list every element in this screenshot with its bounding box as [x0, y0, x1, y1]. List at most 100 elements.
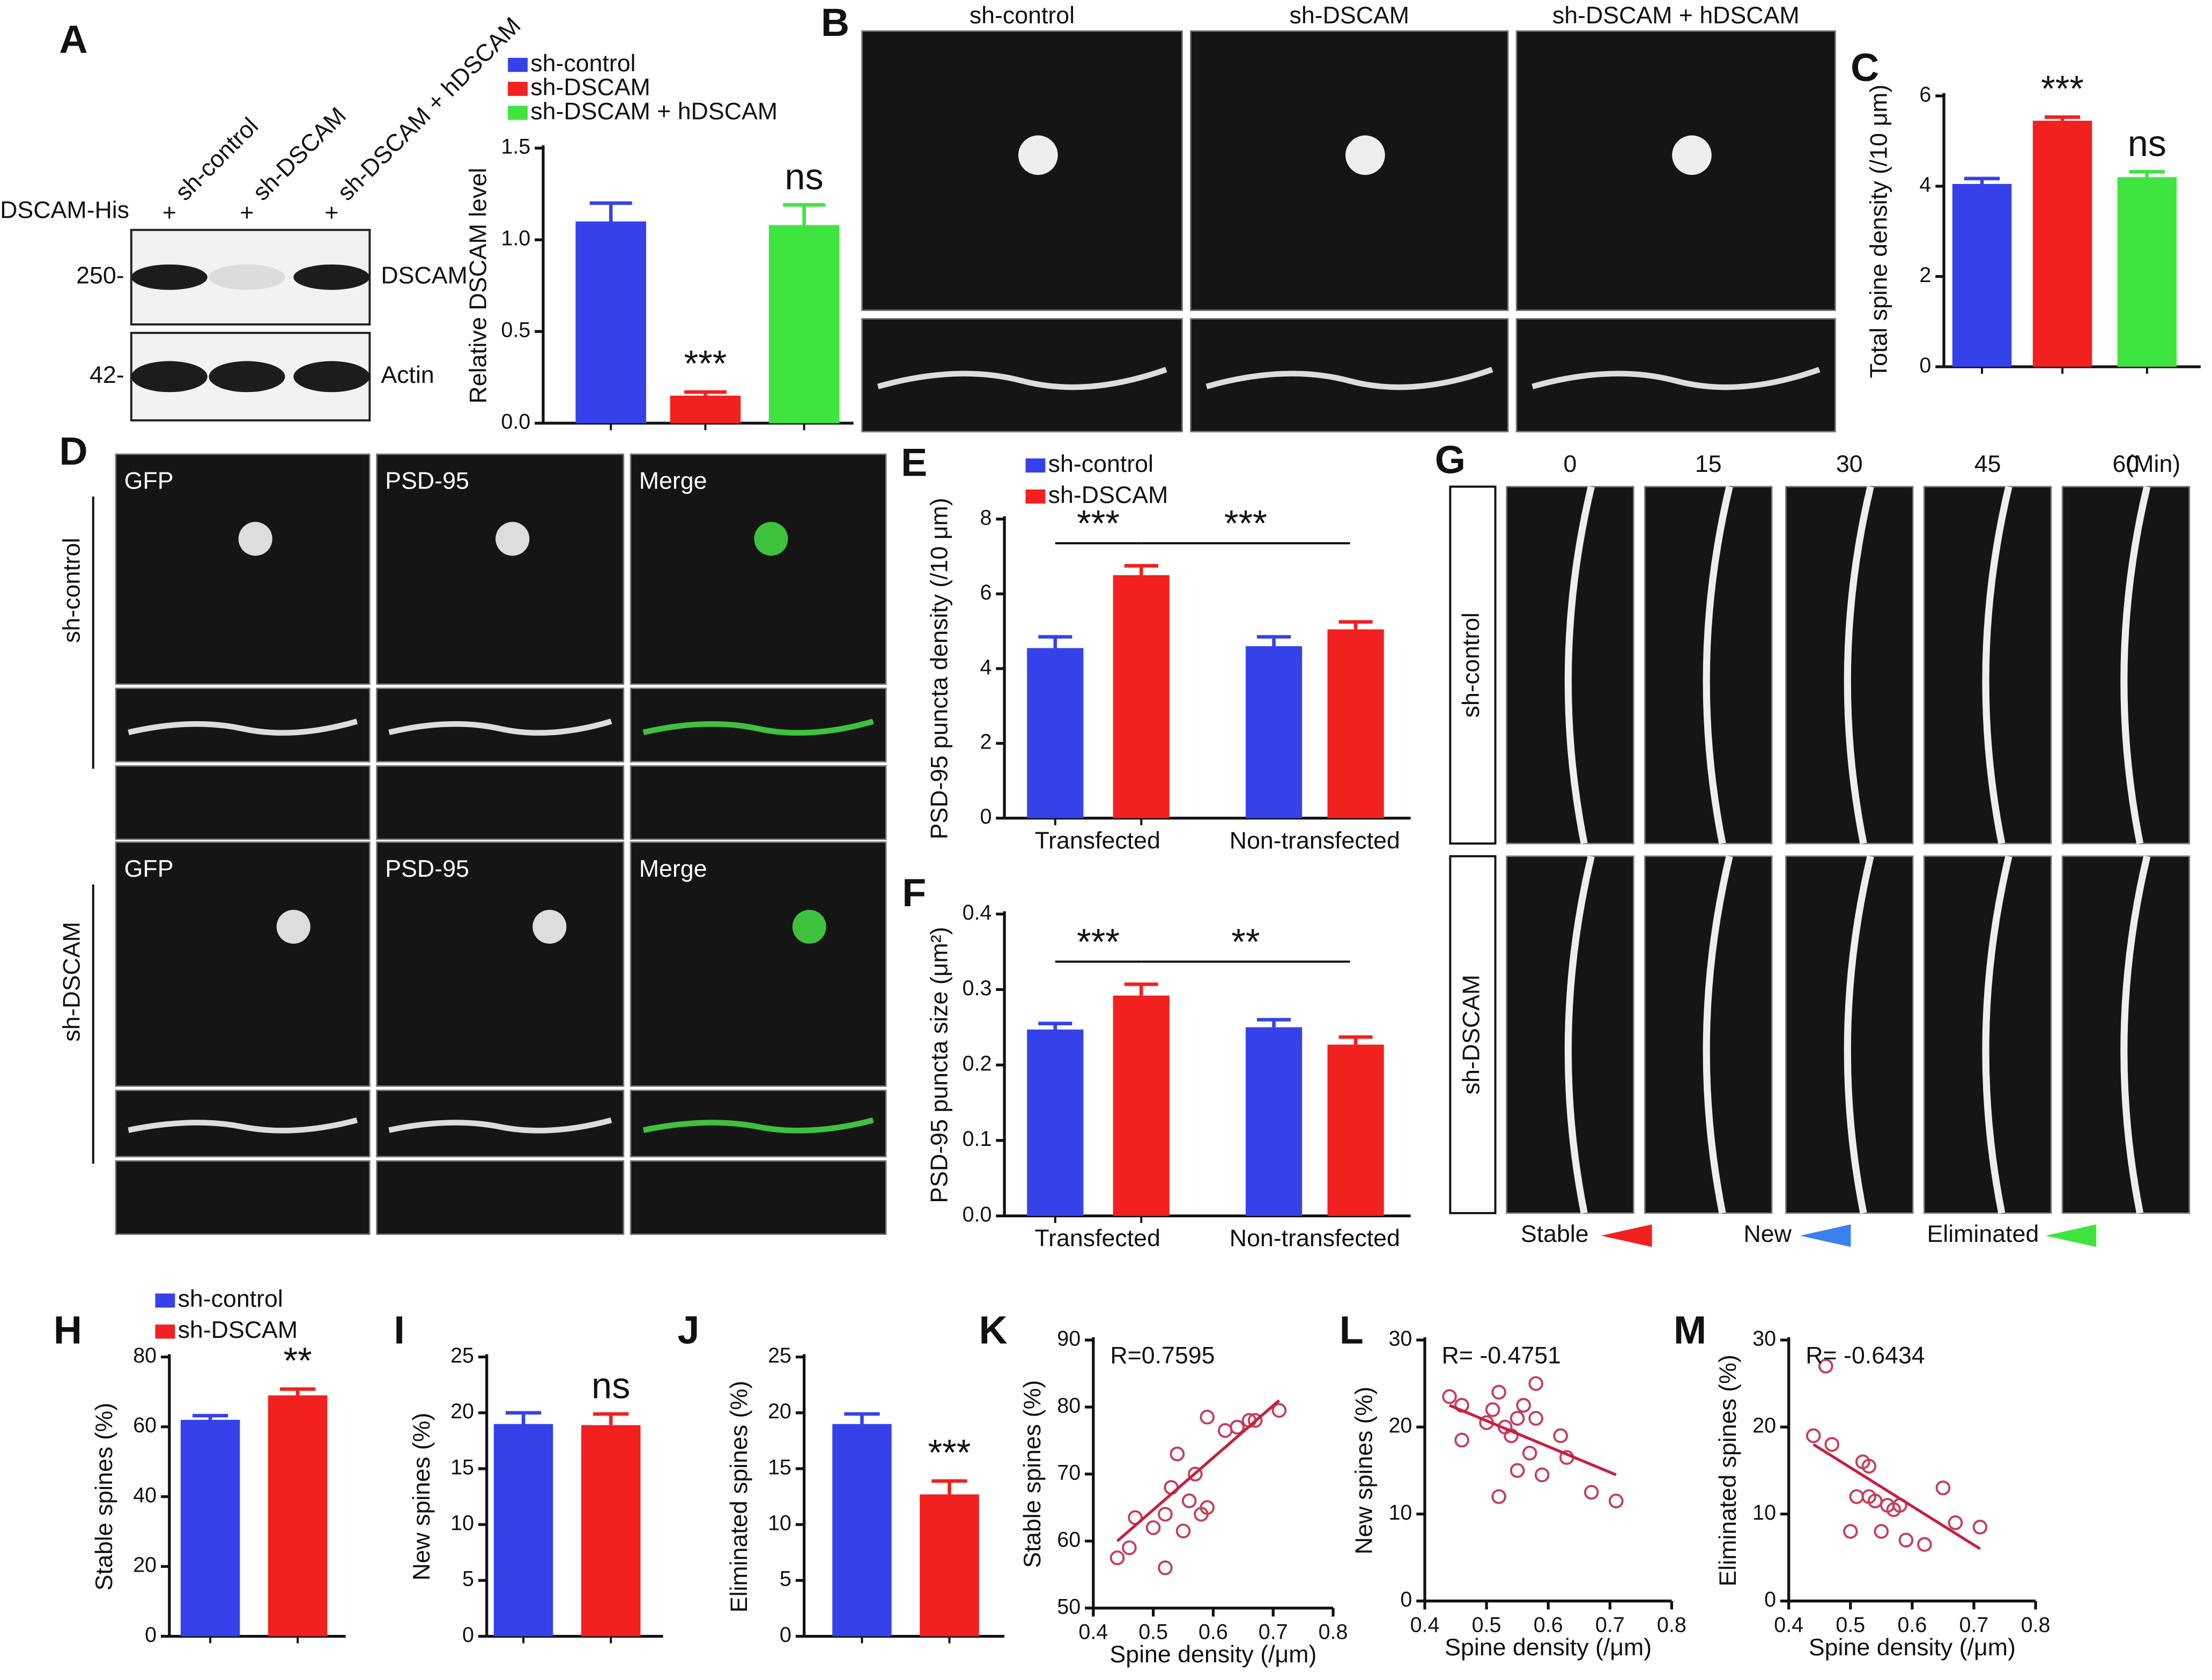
blot-band: [293, 361, 370, 393]
soma: [792, 909, 826, 944]
x-tick-label: 0.5: [1472, 1613, 1501, 1637]
x-axis-label: Spine density (/μm): [1445, 1634, 1652, 1661]
label: +: [240, 200, 254, 226]
micrograph: [630, 1160, 887, 1235]
y-tick-label: 0: [145, 1623, 157, 1647]
significance: ***: [1224, 504, 1267, 544]
label: 60: [2113, 451, 2140, 477]
label: sh-control: [970, 2, 1075, 28]
point: [1158, 1507, 1173, 1522]
point: [1534, 1467, 1550, 1483]
x-tick-label: 0.7: [1595, 1613, 1625, 1637]
y-tick-label: 4: [1919, 173, 1931, 197]
panel-label: C: [1851, 45, 1879, 90]
bar: [1113, 995, 1170, 1216]
y-tick-label: 0.0: [501, 410, 530, 434]
y-tick-label: 4: [980, 655, 992, 679]
label: sh-control: [59, 538, 85, 643]
micrograph: [861, 30, 1183, 312]
point: [1247, 1413, 1263, 1428]
y-axis-label: Relative DSCAM level: [465, 168, 491, 404]
significance: ***: [2041, 69, 2084, 109]
label: Actin: [381, 362, 434, 388]
point: [1510, 1411, 1525, 1426]
point: [1972, 1519, 1988, 1535]
label: (Min): [2126, 451, 2180, 477]
y-tick-label: 0: [1919, 353, 1931, 377]
x-tick-label: 0.5: [1836, 1613, 1865, 1637]
x-tick-label: 0.6: [1199, 1620, 1228, 1644]
point: [1868, 1493, 1883, 1508]
y-tick-label: 15: [450, 1455, 474, 1479]
point: [1553, 1428, 1569, 1444]
legend-label: sh-DSCAM: [530, 75, 650, 101]
micrograph: [376, 841, 625, 1087]
x-tick-label: 0.5: [1138, 1620, 1168, 1644]
point: [1917, 1537, 1932, 1552]
y-tick-label: 0: [462, 1623, 474, 1647]
legend-swatch: [508, 57, 528, 72]
label: +: [324, 200, 338, 226]
micrograph: [1190, 318, 1509, 433]
y-tick-label: 0.4: [963, 901, 992, 924]
y-tick-label: 0: [1400, 1588, 1412, 1611]
point: [1849, 1489, 1865, 1504]
row-box: [1449, 855, 1497, 1215]
point: [1200, 1409, 1215, 1425]
panel-label: E: [901, 440, 927, 485]
label: sh-control: [1458, 612, 1484, 717]
point: [1818, 1358, 1833, 1374]
dendrite: [2120, 486, 2151, 845]
micrograph: [630, 453, 887, 685]
y-tick-label: 5: [462, 1567, 474, 1591]
y-tick-label: 90: [1057, 1327, 1081, 1350]
x-tick-label: 0.6: [1534, 1613, 1563, 1637]
point: [1898, 1533, 1914, 1548]
soma: [1345, 135, 1385, 175]
label: 42-: [90, 362, 124, 388]
channel-label: Merge: [639, 468, 707, 494]
dendrite: [1564, 855, 1595, 1214]
y-axis-label: New spines (%): [1351, 1387, 1377, 1555]
label: sh-DSCAM + hDSCAM: [332, 12, 526, 205]
correlation: R= -0.6434: [1806, 1342, 1925, 1368]
y-axis-label: Stable spines (%): [91, 1403, 117, 1590]
panel-label: B: [821, 0, 849, 45]
soma: [238, 522, 272, 556]
soma: [754, 522, 788, 556]
panel-label: F: [902, 870, 926, 915]
y-tick-label: 70: [1057, 1461, 1081, 1484]
significance: ns: [785, 157, 823, 197]
soma: [1672, 135, 1712, 175]
bar: [2117, 177, 2177, 367]
blot-band: [209, 264, 285, 290]
x-tick-label: Transfected: [1035, 1225, 1160, 1252]
point: [1230, 1419, 1245, 1435]
y-tick-label: 20: [768, 1400, 791, 1423]
channel-label: PSD-95: [385, 856, 469, 882]
point: [1516, 1397, 1531, 1413]
y-tick-label: 20: [1752, 1414, 1776, 1438]
dendrite: [1844, 486, 1874, 845]
micrograph: [376, 765, 625, 840]
micrograph: [376, 1160, 625, 1235]
fit-line: [1812, 1443, 1981, 1550]
y-tick-label: 1.0: [501, 227, 530, 250]
point: [1454, 1432, 1469, 1448]
micrograph: [1515, 318, 1836, 433]
y-tick-label: 15: [768, 1455, 791, 1479]
micrograph: [376, 453, 625, 685]
y-tick-label: 25: [450, 1344, 474, 1367]
y-tick-label: 0: [780, 1623, 791, 1647]
x-tick-label: 0.6: [1897, 1613, 1927, 1637]
bar: [920, 1494, 979, 1637]
dendrite: [642, 719, 874, 736]
y-tick-label: 60: [133, 1413, 157, 1437]
label: Stable: [1521, 1221, 1589, 1247]
bar: [575, 221, 646, 424]
panel-label: G: [1435, 437, 1466, 482]
point: [1158, 1560, 1173, 1575]
point: [1861, 1459, 1877, 1474]
